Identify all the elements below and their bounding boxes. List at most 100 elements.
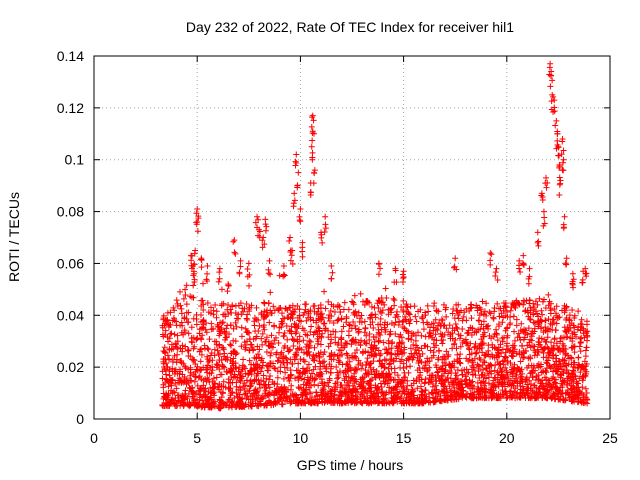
data-point <box>277 304 284 311</box>
data-point <box>314 392 321 399</box>
data-point <box>419 350 426 357</box>
data-point <box>246 357 253 364</box>
data-point <box>373 387 380 394</box>
data-point <box>253 355 260 362</box>
data-point <box>232 319 239 326</box>
data-point <box>556 174 563 181</box>
data-point <box>207 389 214 396</box>
data-point <box>424 355 431 362</box>
data-point <box>188 338 195 345</box>
data-point <box>234 393 241 400</box>
data-point <box>311 381 318 388</box>
data-point <box>207 403 214 410</box>
data-point <box>296 213 303 220</box>
data-point <box>400 360 407 367</box>
data-point <box>507 307 514 314</box>
data-point <box>279 320 286 327</box>
data-point <box>287 367 294 374</box>
data-point <box>554 130 561 137</box>
data-point <box>447 375 454 382</box>
data-point <box>220 300 227 307</box>
data-point <box>545 316 552 323</box>
data-point <box>485 325 492 332</box>
data-point <box>519 354 526 361</box>
data-point <box>308 123 315 130</box>
data-point <box>553 320 560 327</box>
data-point <box>362 387 369 394</box>
data-point <box>295 367 302 374</box>
data-point <box>252 219 259 226</box>
data-point <box>471 344 478 351</box>
data-point <box>263 375 270 382</box>
data-point <box>375 394 382 401</box>
data-point <box>169 365 176 372</box>
data-point <box>322 305 329 312</box>
data-point <box>191 276 198 283</box>
data-point <box>287 400 294 407</box>
data-point <box>317 341 324 348</box>
data-point <box>468 357 475 364</box>
data-point <box>339 361 346 368</box>
data-point <box>362 324 369 331</box>
data-point <box>494 395 501 402</box>
data-point <box>388 385 395 392</box>
data-point <box>336 398 343 405</box>
data-point <box>546 381 553 388</box>
data-point <box>453 372 460 379</box>
data-point <box>265 342 272 349</box>
data-point <box>435 308 442 315</box>
data-point <box>404 304 411 311</box>
data-point <box>378 326 385 333</box>
data-point <box>551 395 558 402</box>
data-point <box>517 379 524 386</box>
data-point <box>425 308 432 315</box>
data-point <box>303 317 310 324</box>
data-point <box>525 280 532 287</box>
data-point <box>229 303 236 310</box>
data-point <box>563 390 570 397</box>
data-point <box>517 390 524 397</box>
data-point <box>160 347 167 354</box>
data-point <box>325 327 332 334</box>
data-point <box>263 348 270 355</box>
data-point <box>488 251 495 258</box>
data-point <box>550 319 557 326</box>
data-point <box>184 401 191 408</box>
data-point <box>451 263 458 270</box>
data-point <box>332 386 339 393</box>
data-point <box>375 347 382 354</box>
data-point <box>325 343 332 350</box>
data-point <box>361 338 368 345</box>
data-point <box>500 334 507 341</box>
data-point <box>290 343 297 350</box>
data-point <box>203 400 210 407</box>
data-point <box>531 347 538 354</box>
data-point <box>456 335 463 342</box>
data-point <box>566 317 573 324</box>
data-point <box>309 137 316 144</box>
data-point <box>534 301 541 308</box>
data-point <box>419 314 426 321</box>
data-point <box>400 400 407 407</box>
data-point <box>377 315 384 322</box>
data-point <box>569 338 576 345</box>
axis-ticks <box>93 55 611 420</box>
data-point <box>563 261 570 268</box>
data-point <box>507 347 514 354</box>
data-point <box>349 354 356 361</box>
data-point <box>511 377 518 384</box>
data-point <box>262 221 269 228</box>
data-point <box>337 381 344 388</box>
data-point <box>280 375 287 382</box>
data-point <box>383 357 390 364</box>
data-point <box>512 395 519 402</box>
data-point <box>345 383 352 389</box>
data-point <box>497 305 504 312</box>
data-point <box>381 319 388 326</box>
data-point <box>274 358 281 365</box>
data-point <box>251 376 258 383</box>
data-point <box>193 336 200 343</box>
data-point <box>256 346 263 353</box>
data-point <box>378 299 385 306</box>
x-axis-label: GPS time / hours <box>297 457 404 473</box>
